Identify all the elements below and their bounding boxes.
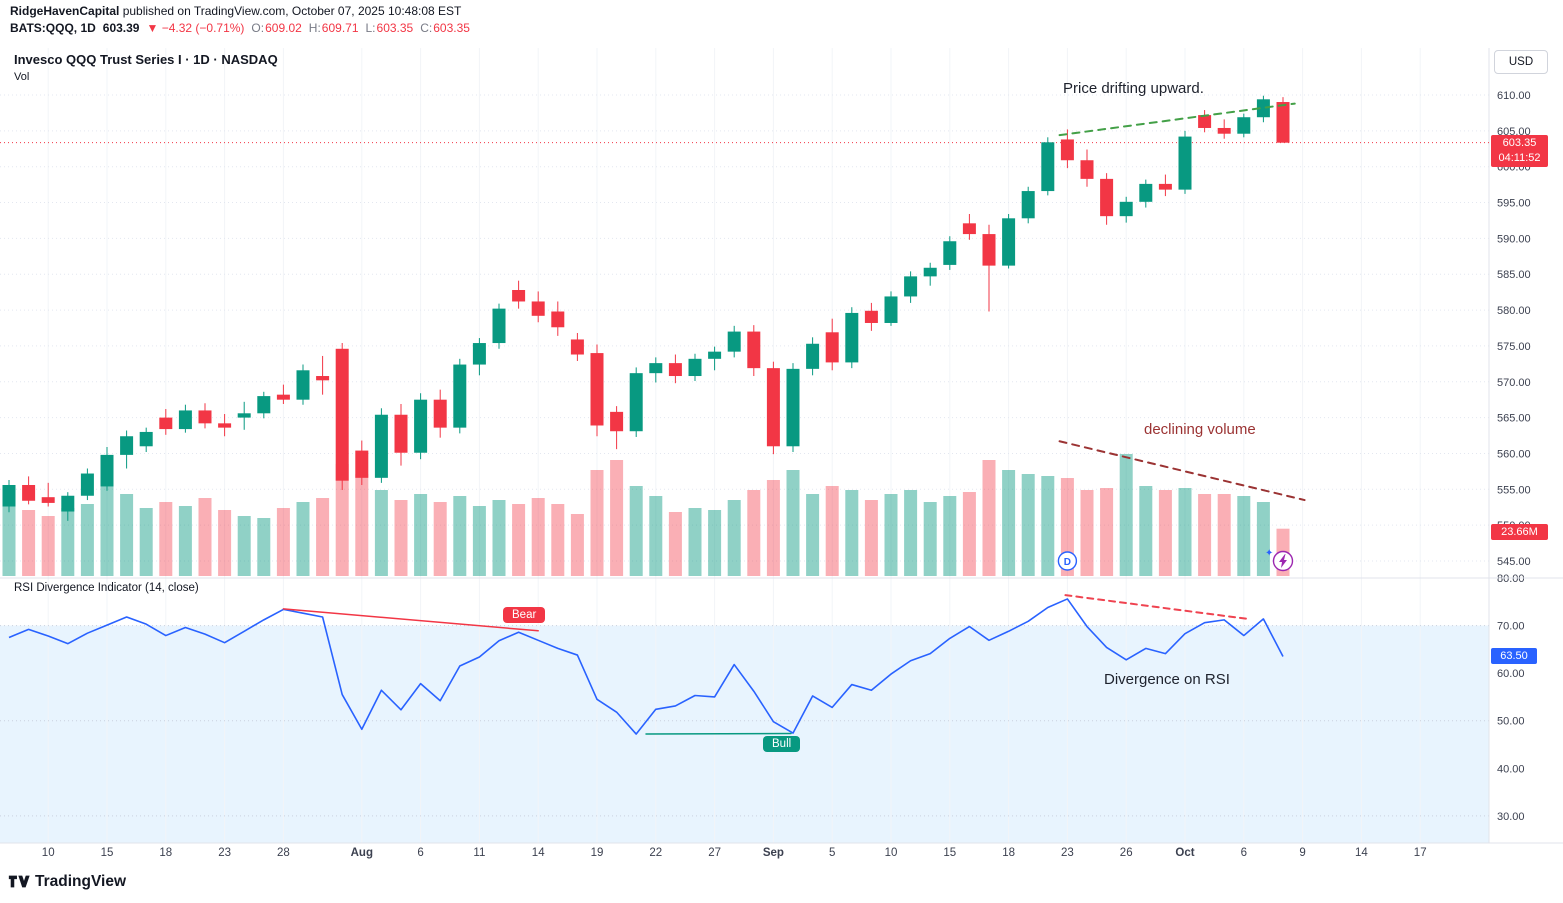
symbol-label: BATS:QQQ, 1D <box>10 21 96 35</box>
svg-text:580.00: 580.00 <box>1497 305 1531 317</box>
svg-text:15: 15 <box>101 847 114 859</box>
low-label: L: <box>365 21 376 35</box>
svg-text:27: 27 <box>708 847 721 859</box>
svg-text:610.00: 610.00 <box>1497 90 1531 102</box>
svg-text:595.00: 595.00 <box>1497 198 1531 210</box>
svg-text:5: 5 <box>829 847 835 859</box>
svg-text:19: 19 <box>591 847 604 859</box>
svg-text:9: 9 <box>1299 847 1305 859</box>
rsi-indicator-title[interactable]: RSI Divergence Indicator (14, close) <box>14 582 199 594</box>
publish-text: published on TradingView.com, October 07… <box>119 4 462 18</box>
high-price: 609.71 <box>321 21 359 35</box>
svg-text:575.00: 575.00 <box>1497 341 1531 353</box>
bar-countdown: 04:11:52 <box>1498 152 1541 164</box>
svg-text:22: 22 <box>649 847 662 859</box>
svg-text:11: 11 <box>473 847 485 859</box>
volume-axis-badge: 23.66M <box>1491 524 1548 540</box>
svg-text:10: 10 <box>42 847 55 859</box>
last-price-badge-value: 603.35 <box>1502 137 1537 149</box>
tradingview-logo[interactable]: TradingView <box>8 872 126 891</box>
svg-text:18: 18 <box>159 847 172 859</box>
svg-text:545.00: 545.00 <box>1497 556 1531 568</box>
svg-text:23: 23 <box>1061 847 1074 859</box>
price-change: ▼ −4.32 (−0.71%) <box>146 21 245 35</box>
svg-text:560.00: 560.00 <box>1497 448 1531 460</box>
svg-text:14: 14 <box>532 847 545 859</box>
close-price: 603.35 <box>433 21 470 35</box>
svg-text:26: 26 <box>1120 847 1133 859</box>
price-chart-canvas[interactable]: 610.00605.00600.00595.00590.00585.00580.… <box>0 48 1563 868</box>
symbol-info-bar: BATS:QQQ, 1D 603.39 ▼ −4.32 (−0.71%) O: 6… <box>10 21 470 35</box>
svg-text:10: 10 <box>885 847 898 859</box>
svg-text:Sep: Sep <box>763 847 784 859</box>
svg-text:23: 23 <box>218 847 231 859</box>
svg-text:50.00: 50.00 <box>1497 716 1525 728</box>
svg-text:565.00: 565.00 <box>1497 413 1531 425</box>
chart-symbol-title[interactable]: Invesco QQQ Trust Series I · 1D · NASDAQ <box>14 52 278 67</box>
last-price-axis-badge: 603.35 04:11:52 <box>1491 135 1548 167</box>
svg-text:80.00: 80.00 <box>1497 573 1525 585</box>
svg-text:6: 6 <box>417 847 423 859</box>
svg-text:570.00: 570.00 <box>1497 377 1531 389</box>
svg-text:28: 28 <box>277 847 290 859</box>
rsi-axis-badge: 63.50 <box>1491 648 1537 664</box>
high-value: H: 609.71 <box>309 21 359 35</box>
close-label: C: <box>420 21 433 35</box>
low-value: L: 603.35 <box>366 21 414 35</box>
svg-text:14: 14 <box>1355 847 1368 859</box>
last-price-value: 603.39 <box>102 21 140 35</box>
price-trend-annotation-text[interactable]: Price drifting upward. <box>1063 80 1204 97</box>
svg-text:Oct: Oct <box>1175 847 1194 859</box>
svg-text:585.00: 585.00 <box>1497 269 1531 281</box>
publisher-name: RidgeHavenCapital <box>10 4 120 18</box>
bear-divergence-label[interactable]: Bear <box>503 607 546 623</box>
low-price: 603.35 <box>376 21 414 35</box>
rsi-divergence-annotation-text[interactable]: Divergence on RSI <box>1104 671 1230 688</box>
currency-toggle-button[interactable]: USD <box>1494 50 1548 74</box>
svg-text:Aug: Aug <box>351 847 373 859</box>
svg-text:555.00: 555.00 <box>1497 484 1531 496</box>
bull-divergence-label[interactable]: Bull <box>763 736 801 752</box>
svg-text:40.00: 40.00 <box>1497 763 1525 775</box>
close-value: C: 603.35 <box>420 21 470 35</box>
svg-text:605.00: 605.00 <box>1497 126 1531 138</box>
publish-info-line: RidgeHavenCapital published on TradingVi… <box>10 4 461 18</box>
svg-text:✦: ✦ <box>1265 548 1273 559</box>
tradingview-wordmark: TradingView <box>35 872 127 890</box>
volume-indicator-label[interactable]: Vol <box>14 71 30 83</box>
svg-text:590.00: 590.00 <box>1497 233 1531 245</box>
svg-text:70.00: 70.00 <box>1497 621 1525 633</box>
svg-text:18: 18 <box>1002 847 1015 859</box>
open-value: O: 609.02 <box>251 21 301 35</box>
open-label: O: <box>251 21 265 35</box>
svg-text:6: 6 <box>1241 847 1247 859</box>
svg-text:17: 17 <box>1414 847 1427 859</box>
svg-text:D: D <box>1064 557 1071 568</box>
high-label: H: <box>308 21 321 35</box>
svg-text:30.00: 30.00 <box>1497 811 1525 823</box>
tradingview-mark-icon <box>8 875 30 888</box>
svg-text:60.00: 60.00 <box>1497 668 1525 680</box>
open-price: 609.02 <box>265 21 302 35</box>
volume-trend-annotation-text[interactable]: declining volume <box>1144 421 1256 438</box>
svg-text:15: 15 <box>943 847 956 859</box>
